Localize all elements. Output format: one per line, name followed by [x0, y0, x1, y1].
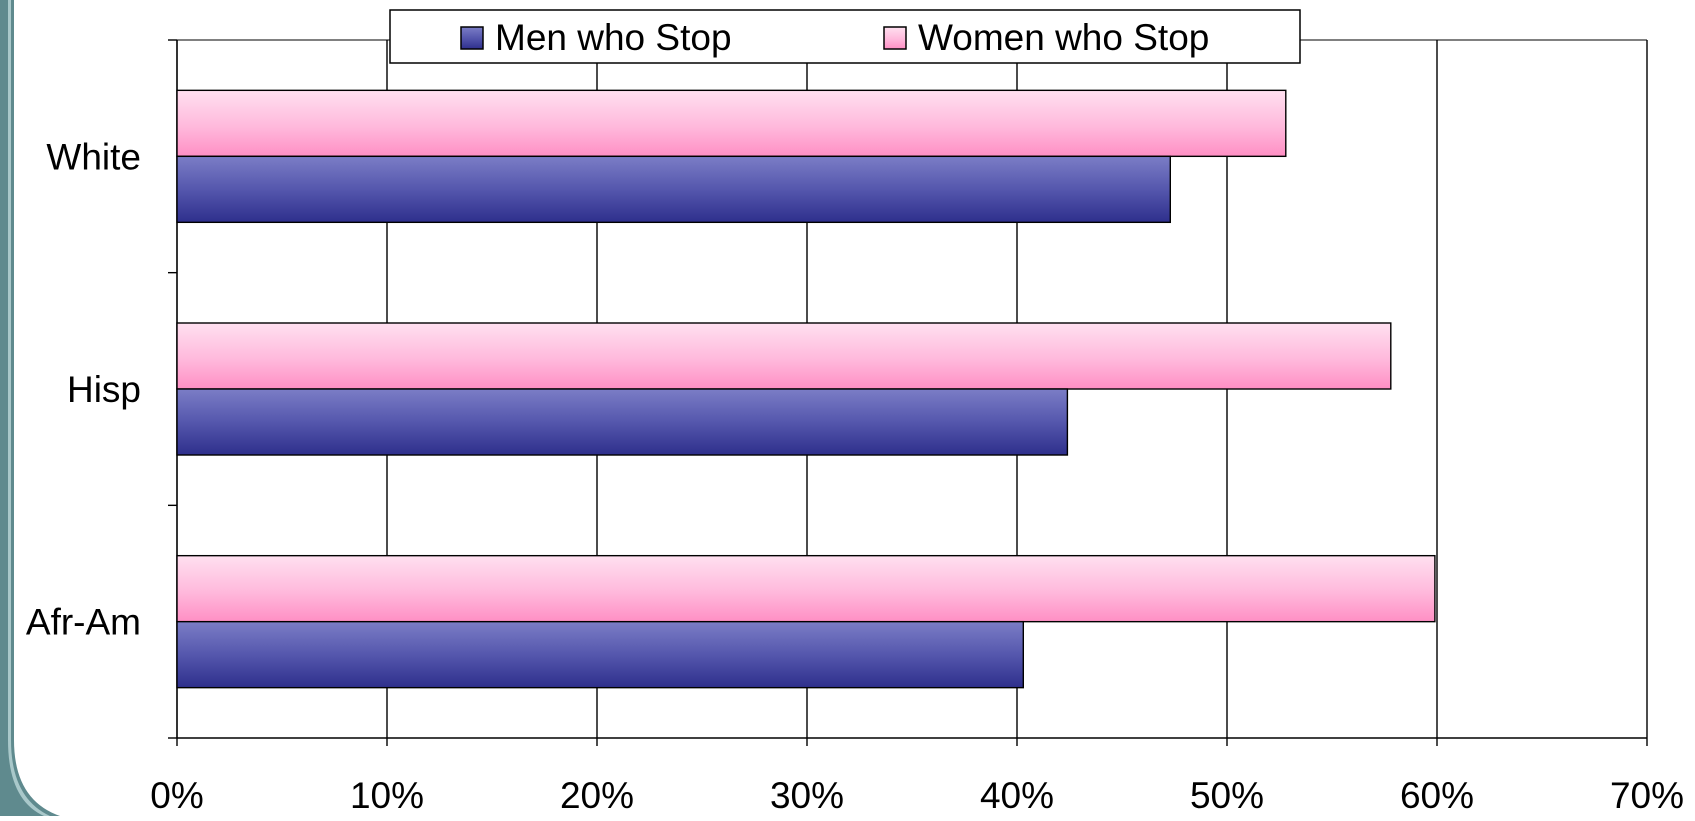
axis-labels: 0% 10% 20% 30% 40% 50% 60% 70% White Hisp Afr-Am — [26, 136, 1684, 816]
slide-border-outer — [0, 0, 60, 816]
x-tick-label: 0% — [150, 775, 203, 816]
bar-men-hisp — [176, 388, 1069, 456]
x-tick-label: 20% — [560, 775, 634, 816]
slide-border-inner — [8, 0, 50, 816]
bar-men-afr-am — [176, 620, 1024, 689]
legend-label-men: Men who Stop — [495, 17, 732, 58]
y-category-label: White — [46, 136, 141, 177]
x-tick-label: 40% — [980, 775, 1054, 816]
legend: Men who Stop Women who Stop — [389, 9, 1301, 64]
y-category-label: Afr-Am — [26, 602, 141, 643]
x-tick-label: 10% — [350, 775, 424, 816]
bar-women-afr-am — [176, 554, 1436, 623]
legend-swatch-men — [460, 26, 484, 50]
bars — [176, 89, 1436, 689]
y-category-label: Hisp — [67, 369, 141, 410]
legend-label-women: Women who Stop — [918, 17, 1209, 58]
slide-border-decoration — [0, 0, 60, 816]
x-tick-label: 30% — [770, 775, 844, 816]
x-tick-label: 60% — [1400, 775, 1474, 816]
bar-women-white — [176, 89, 1287, 158]
x-tick-label: 50% — [1190, 775, 1264, 816]
x-tick-label: 70% — [1610, 775, 1684, 816]
legend-box — [389, 9, 1301, 64]
bar-men-white — [176, 155, 1171, 224]
legend-swatch-women — [883, 26, 907, 50]
bar-women-hisp — [176, 322, 1392, 390]
